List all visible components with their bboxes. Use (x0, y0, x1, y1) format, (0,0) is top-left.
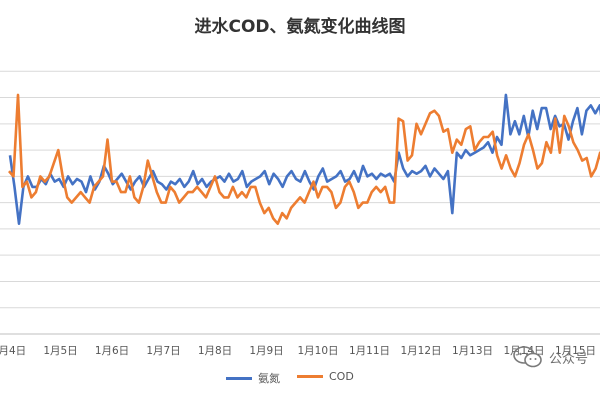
x-tick-label: 1月9日 (249, 345, 283, 357)
x-tick-label: 1月4日 (0, 345, 26, 357)
x-tick-label: 1月11日 (349, 345, 390, 357)
legend-label-cod: COD (329, 370, 354, 383)
x-tick-labels: 1月4日 1月5日 1月6日 1月7日 1月8日 1月9日 1月10日 1月11日 1月12日 1… (0, 345, 596, 357)
x-tick-label: 1月13日 (452, 345, 493, 357)
legend-item-cod: COD (297, 370, 354, 383)
x-tick-label: 1月12日 (400, 345, 441, 357)
chart-title: 进水COD、氨氮变化曲线图 (194, 17, 406, 37)
legend-item-ammonia: 氨氮 (226, 370, 280, 386)
watermark: 公众号 (513, 346, 588, 368)
series-line-cod (8, 93, 600, 225)
watermark-text: 公众号 (548, 351, 588, 367)
series-line-ammonia (8, 93, 600, 225)
series-lines (8, 93, 600, 225)
x-tick-label: 1月8日 (198, 345, 232, 357)
x-tick-label: 1月6日 (95, 345, 129, 357)
gridlines (0, 70, 600, 309)
x-tick-label: 1月7日 (146, 345, 180, 357)
wechat-icon (513, 346, 542, 368)
x-tick-label: 1月5日 (43, 345, 77, 357)
legend-label-ammonia: 氨氮 (258, 372, 280, 385)
legend: 氨氮 COD (0, 370, 600, 388)
x-tick-label: 1月15日 (555, 345, 596, 357)
x-tick-label: 1月10日 (297, 345, 338, 357)
legend-swatch-cod (297, 375, 323, 378)
legend-swatch-ammonia (226, 376, 252, 380)
